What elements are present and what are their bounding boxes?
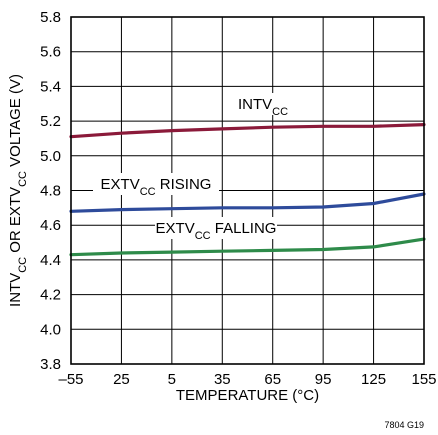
series-label-bg — [155, 217, 277, 239]
x-tick-label: 65 — [264, 371, 281, 388]
text-part: RISING — [156, 176, 212, 193]
x-tick-label: 35 — [214, 371, 231, 388]
x-axis-label: TEMPERATURE (°C) — [176, 387, 319, 404]
text-part: CC — [140, 186, 156, 198]
x-tick-label: 125 — [361, 371, 386, 388]
x-tick-label: 155 — [411, 371, 436, 388]
series-label-bg — [93, 173, 219, 195]
series-label-2: EXTVCC FALLING — [156, 220, 277, 242]
plot-frame — [70, 16, 425, 365]
series-label-1: EXTVCC RISING — [101, 176, 212, 198]
y-tick-label: 5.2 — [40, 113, 61, 130]
y-tick-labels: 3.8 4.0 4.2 4.4 4.6 4.8 5.0 5.2 5.4 5.6 5.8 — [40, 9, 61, 373]
text-part: OR EXTV — [7, 187, 24, 257]
y-tick-label: 4.4 — [40, 252, 61, 269]
y-tick-label: 5.0 — [40, 148, 61, 165]
text-part: CC — [17, 171, 29, 187]
y-tick-label: 4.8 — [40, 183, 61, 200]
text-part: FALLING — [211, 220, 277, 237]
figure-id: 7804 G19 — [384, 420, 424, 430]
y-tick-label: 5.6 — [40, 44, 61, 61]
y-tick-label: 4.2 — [40, 287, 61, 304]
x-tick-labels: –55 25 5 35 65 95 125 155 — [58, 371, 436, 388]
text-part: INTV — [7, 273, 24, 307]
y-tick-label: 3.8 — [40, 356, 61, 373]
y-tick-label: 5.4 — [40, 78, 61, 95]
text-part: EXTV — [156, 220, 195, 237]
x-tick-label: 5 — [168, 371, 176, 388]
series-line-0 — [69, 122, 426, 139]
x-tick-label: 95 — [315, 371, 332, 388]
y-tick-label: 4.6 — [40, 217, 61, 234]
y-tick-label: 4.0 — [40, 321, 61, 338]
text-part: EXTV — [101, 176, 140, 193]
series-label-bg — [228, 93, 298, 115]
x-tick-label: –55 — [58, 371, 83, 388]
series-label-0: INTVCC — [238, 96, 288, 118]
text-part: CC — [17, 257, 29, 273]
text-part: CC — [272, 106, 288, 118]
series-line-2 — [69, 237, 426, 257]
text-part: INTV — [238, 96, 272, 113]
series-layer — [69, 122, 426, 257]
x-tick-label: 25 — [113, 371, 130, 388]
y-axis-label: INTVCC OR EXTVCC VOLTAGE (V) — [7, 74, 29, 307]
text-part: CC — [195, 230, 211, 242]
y-tick-label: 5.8 — [40, 9, 61, 26]
text-part: VOLTAGE (V) — [7, 74, 24, 171]
series-line-1 — [69, 192, 426, 213]
